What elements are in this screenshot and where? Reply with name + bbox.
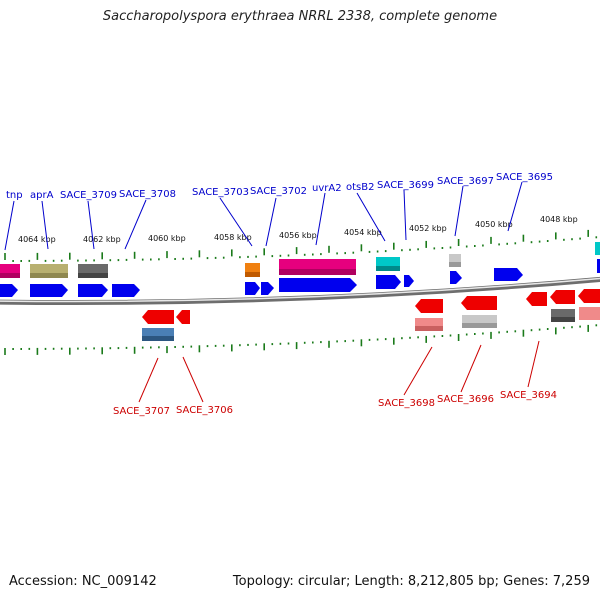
page-title: Saccharopolyspora erythraea NRRL 2338, c… [102,9,498,24]
kbp-label: 4048 kbp [540,215,578,224]
kbp-label: 4062 kbp [83,235,121,244]
feature-tnp-shade [0,273,20,278]
gene-arrow[interactable] [376,275,401,289]
leader-line [219,197,253,247]
gene-arrow[interactable] [526,292,547,306]
feature-SACE_3696-shade [462,323,497,328]
gene-arrow[interactable] [578,289,600,303]
kbp-scale: 4064 kbp 4062 kbp 4060 kbp 4058 kbp 4056… [18,215,578,244]
gene-arrow[interactable] [415,299,443,313]
bottom-leader-lines [138,340,540,403]
gene-label-SACE_3694[interactable]: SACE_3694 [500,390,557,401]
feature-SACE_3697-shade [449,262,461,267]
feature-SACE_3694b[interactable] [579,307,600,320]
gene-arrow[interactable] [176,310,190,324]
gene-label-aprA[interactable]: aprA [30,190,54,201]
feature-SACE_3707-shade [142,336,174,341]
gene-label-uvrA2[interactable]: uvrA2 [312,183,342,194]
forward-strand-track [0,259,600,297]
gene-arrow[interactable] [461,296,497,310]
tick-row-top [4,229,598,262]
accession-text: Accession: NC_009142 [9,574,157,589]
gene-arrow[interactable] [0,284,18,297]
kbp-label: 4052 kbp [409,224,447,233]
kbp-label: 4056 kbp [279,231,317,240]
gene-arrow[interactable] [450,271,462,284]
gene-label-SACE_3707[interactable]: SACE_3707 [113,406,170,417]
gene-arrow[interactable] [279,278,357,292]
leader-line [87,200,95,250]
leader-line [403,346,433,396]
gene-label-tnp[interactable]: tnp [6,190,23,201]
gene-arrow[interactable] [112,284,140,297]
gene-label-SACE_3695[interactable]: SACE_3695 [496,172,553,183]
feature-aprA-shade [30,273,68,278]
feature-SACE_3694-shade [551,317,575,322]
kbp-label: 4064 kbp [18,235,56,244]
kbp-label: 4060 kbp [148,234,186,243]
gene-arrow[interactable] [78,284,108,297]
gene-label-SACE_3699[interactable]: SACE_3699 [377,180,434,191]
feature-uvrA2-shade [279,269,356,275]
leader-line [315,192,326,246]
leader-line [41,200,49,250]
leader-line [507,181,523,232]
leader-line [454,185,464,237]
gene-label-SACE_3706[interactable]: SACE_3706 [176,405,233,416]
gene-label-SACE_3708[interactable]: SACE_3708 [119,189,176,200]
leader-line [460,344,482,393]
kbp-label: 4054 kbp [344,228,382,237]
feature-SACE_3699-shade [376,266,400,271]
gene-label-SACE_3696[interactable]: SACE_3696 [437,394,494,405]
tick-row-bottom [4,324,598,355]
gene-arrow[interactable] [550,290,575,304]
gene-label-SACE_3702[interactable]: SACE_3702 [250,186,307,197]
gene-arrow[interactable] [30,284,68,297]
feature-SACE_3695[interactable] [595,242,600,255]
gene-arrow[interactable] [494,268,523,281]
leader-line [138,357,159,403]
top-leader-lines [4,181,523,251]
gene-arrow[interactable] [245,282,260,295]
feature-SACE_3709-shade [78,273,108,278]
gene-label-SACE_3697[interactable]: SACE_3697 [437,176,494,187]
gene-label-otsB2[interactable]: otsB2 [346,182,374,193]
leader-line [403,189,407,241]
leader-line [527,340,540,388]
gene-arrow[interactable] [142,310,174,324]
gene-label-SACE_3703[interactable]: SACE_3703 [192,187,249,198]
reverse-strand-track [142,289,600,324]
gene-arrow[interactable] [261,282,274,295]
bottom-gene-labels: SACE_3707 SACE_3706 SACE_3698 SACE_3696 … [113,390,557,417]
genome-backbone [0,276,600,306]
upper-feature-track [0,242,600,278]
leader-line [265,197,277,247]
leader-line [124,199,147,250]
gene-arrow[interactable] [597,259,600,273]
genome-backbone-highlight [0,277,600,303]
genome-summary-text: Topology: circular; Length: 8,212,805 bp… [232,574,590,589]
lower-feature-track [142,307,600,341]
gene-label-SACE_3698[interactable]: SACE_3698 [378,398,435,409]
leader-line [356,192,386,242]
feature-SACE_3703-shade [245,272,260,277]
top-gene-labels: tnp aprA SACE_3709 SACE_3708 SACE_3703 S… [6,172,553,201]
leader-line [4,200,15,251]
gene-label-SACE_3709[interactable]: SACE_3709 [60,190,117,201]
kbp-label: 4050 kbp [475,220,513,229]
leader-line [182,356,204,403]
feature-SACE_3698-shade [415,326,443,331]
kbp-label: 4058 kbp [214,233,252,242]
gene-arrow[interactable] [404,275,414,287]
